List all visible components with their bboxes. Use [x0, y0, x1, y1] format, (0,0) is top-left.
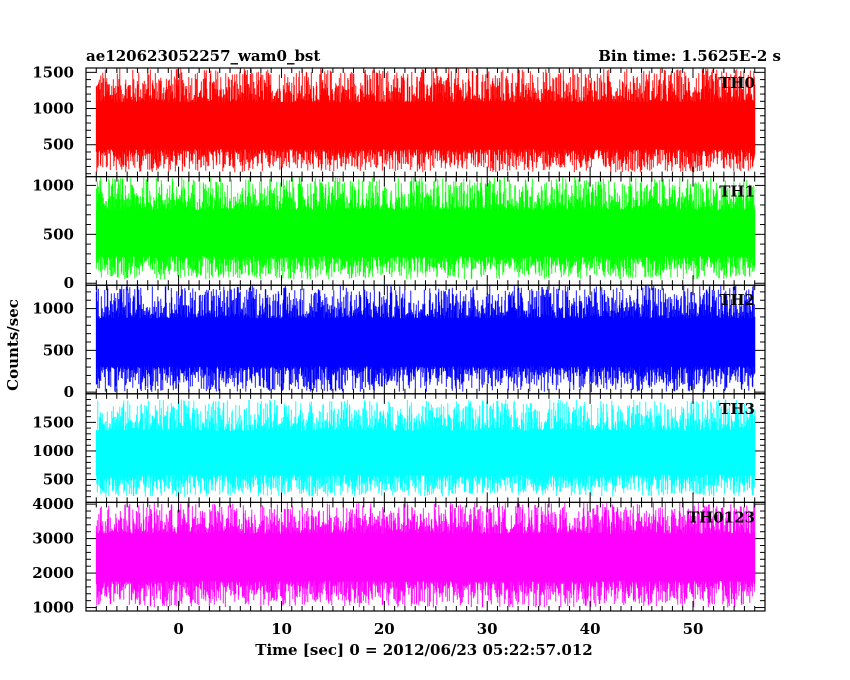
- y-tick-label: 500: [43, 341, 74, 359]
- x-tick-label: 30: [477, 620, 498, 638]
- bin-time-label: Bin time: 1.5625E-2 s: [598, 47, 781, 65]
- y-tick-label: 0: [64, 274, 74, 292]
- panel-label-th0: TH0: [719, 74, 755, 92]
- panel-label-th2: TH2: [719, 291, 755, 309]
- y-tick-label: 1000: [32, 176, 74, 194]
- lightcurve-th0: [95, 68, 756, 173]
- x-tick-label: 50: [683, 620, 704, 638]
- y-axis-label: Counts/sec: [4, 299, 22, 391]
- panel-label-th1: TH1: [719, 183, 755, 201]
- x-axis-label: Time [sec] 0 = 2012/06/23 05:22:57.012: [255, 641, 592, 659]
- y-tick-label: 1500: [32, 63, 74, 81]
- x-tick-label: 40: [580, 620, 601, 638]
- lightcurve-th2: [95, 285, 756, 393]
- chart-title: ae120623052257_wam0_bst: [86, 47, 320, 65]
- y-tick-label: 500: [43, 136, 74, 154]
- y-tick-label: 0: [64, 383, 74, 401]
- y-tick-label: 2000: [32, 564, 74, 582]
- y-tick-label: 1000: [32, 300, 74, 318]
- lightcurve-th1: [95, 176, 756, 280]
- panel-label-th0123: TH0123: [688, 508, 755, 526]
- panels-group: TH050010001500TH105001000TH205001000TH35…: [32, 63, 766, 638]
- y-tick-label: 1000: [32, 100, 74, 118]
- y-tick-label: 500: [43, 225, 74, 243]
- x-tick-label: 10: [271, 620, 292, 638]
- y-tick-label: 1500: [32, 413, 74, 431]
- y-tick-label: 1000: [32, 442, 74, 460]
- panel-label-th3: TH3: [719, 400, 755, 418]
- y-tick-label: 3000: [32, 530, 74, 548]
- y-tick-label: 1000: [32, 599, 74, 617]
- x-tick-label: 0: [173, 620, 183, 638]
- lightcurve-th0123: [95, 502, 756, 608]
- x-tick-label: 20: [374, 620, 395, 638]
- y-tick-label: 500: [43, 471, 74, 489]
- lightcurve-th3: [95, 399, 756, 497]
- y-tick-label: 4000: [32, 495, 74, 513]
